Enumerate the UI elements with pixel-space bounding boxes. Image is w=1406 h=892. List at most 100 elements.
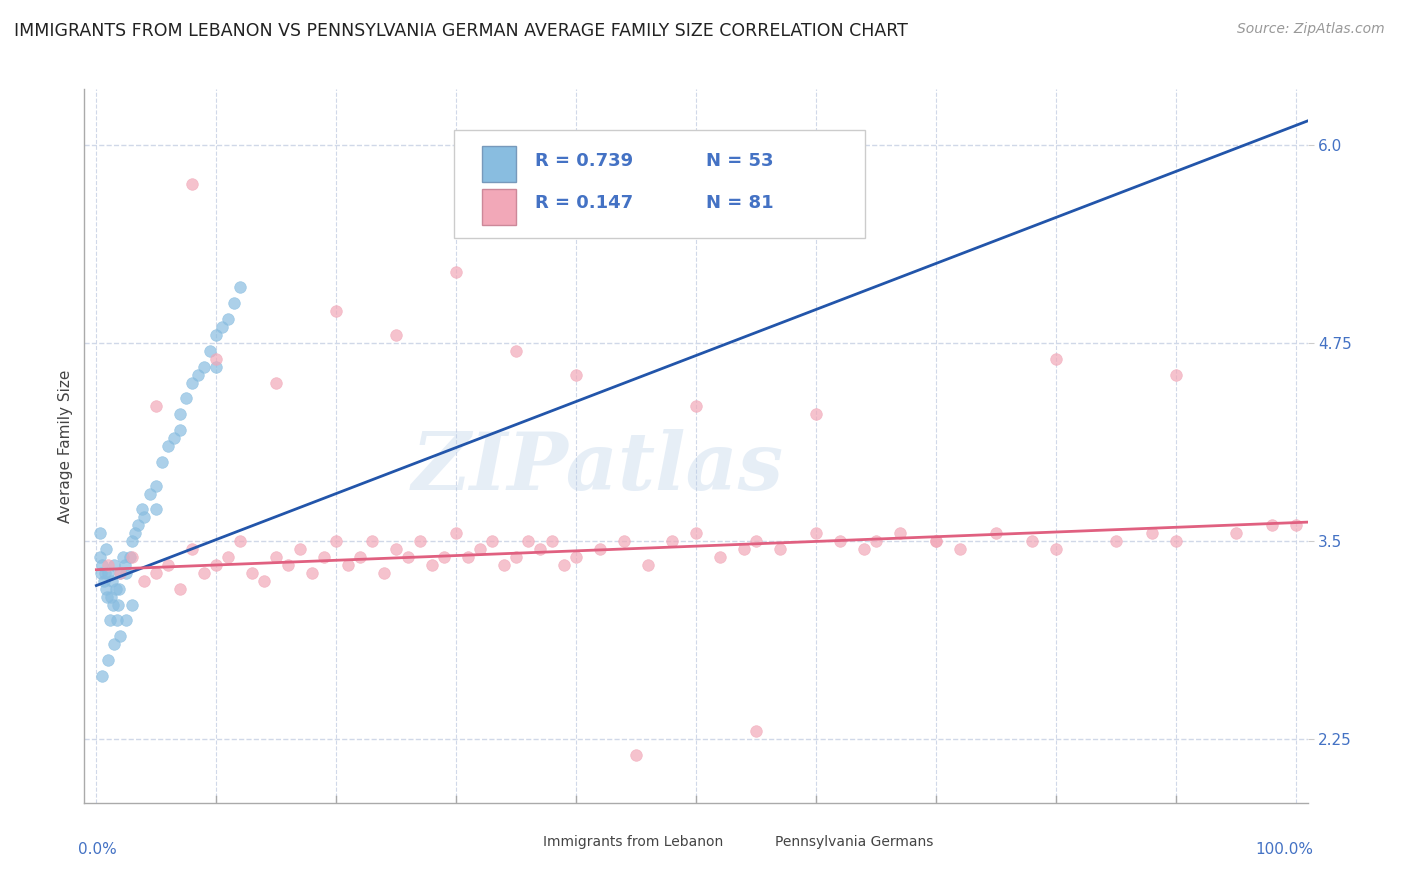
Point: [240, 566, 263, 580]
Point: [100, 590, 122, 604]
Point: [685, 526, 707, 541]
Point: [205, 359, 228, 374]
Point: [1164, 534, 1187, 549]
Point: [745, 724, 768, 739]
Point: [889, 526, 911, 541]
Point: [457, 549, 479, 564]
Point: [984, 526, 1007, 541]
Point: [769, 542, 792, 557]
Point: [481, 534, 503, 549]
Point: [145, 502, 167, 516]
Point: [373, 566, 395, 580]
Point: [94, 582, 117, 596]
Point: [433, 549, 456, 564]
Point: [93, 574, 115, 588]
Point: [409, 534, 432, 549]
Point: [637, 558, 659, 572]
Point: [205, 328, 228, 343]
Point: [301, 566, 323, 580]
Point: [444, 264, 467, 278]
Text: ZIPatlas: ZIPatlas: [412, 429, 785, 506]
Text: 100.0%: 100.0%: [1256, 842, 1313, 857]
Point: [624, 748, 647, 763]
Point: [97, 558, 120, 572]
Point: [150, 455, 173, 469]
FancyBboxPatch shape: [513, 831, 537, 849]
Point: [733, 542, 755, 557]
Text: Source: ZipAtlas.com: Source: ZipAtlas.com: [1237, 22, 1385, 37]
Point: [229, 534, 252, 549]
Point: [217, 312, 239, 326]
Point: [1140, 526, 1163, 541]
Point: [91, 669, 114, 683]
Text: R = 0.739: R = 0.739: [534, 152, 633, 169]
Point: [745, 534, 768, 549]
Point: [613, 534, 636, 549]
Point: [121, 598, 143, 612]
Point: [108, 582, 131, 596]
Point: [589, 542, 612, 557]
FancyBboxPatch shape: [482, 189, 516, 225]
Point: [115, 566, 138, 580]
Point: [101, 574, 124, 588]
Point: [349, 549, 371, 564]
Point: [181, 178, 204, 192]
Point: [97, 566, 120, 580]
Text: R = 0.147: R = 0.147: [534, 194, 633, 212]
Point: [205, 558, 228, 572]
Point: [124, 526, 146, 541]
Point: [157, 439, 180, 453]
Point: [145, 566, 167, 580]
Point: [118, 549, 141, 564]
Point: [169, 407, 191, 421]
Point: [444, 526, 467, 541]
Text: Immigrants from Lebanon: Immigrants from Lebanon: [543, 835, 723, 849]
Point: [111, 549, 134, 564]
Point: [541, 534, 564, 549]
Point: [115, 614, 138, 628]
Point: [94, 542, 117, 557]
Point: [217, 549, 239, 564]
Point: [385, 328, 408, 343]
Text: N = 81: N = 81: [706, 194, 773, 212]
Point: [121, 534, 143, 549]
Point: [96, 590, 118, 604]
Point: [205, 351, 228, 366]
Point: [97, 653, 120, 667]
Point: [105, 614, 128, 628]
Point: [101, 598, 124, 612]
Point: [420, 558, 443, 572]
Point: [253, 574, 276, 588]
Y-axis label: Average Family Size: Average Family Size: [58, 369, 73, 523]
Point: [277, 558, 299, 572]
Point: [325, 304, 347, 318]
Point: [325, 534, 347, 549]
Point: [385, 542, 408, 557]
Point: [1164, 368, 1187, 382]
FancyBboxPatch shape: [482, 146, 516, 182]
Point: [193, 566, 215, 580]
Point: [139, 486, 162, 500]
Point: [169, 423, 191, 437]
Point: [361, 534, 384, 549]
Point: [828, 534, 851, 549]
Point: [163, 431, 186, 445]
Point: [89, 549, 111, 564]
FancyBboxPatch shape: [454, 130, 865, 237]
Point: [224, 296, 246, 310]
Point: [91, 558, 114, 572]
Point: [134, 510, 156, 524]
Point: [1045, 542, 1067, 557]
Point: [529, 542, 551, 557]
Point: [949, 542, 972, 557]
Point: [804, 526, 827, 541]
Point: [565, 549, 588, 564]
Point: [1105, 534, 1128, 549]
Point: [200, 343, 222, 358]
Point: [157, 558, 180, 572]
Point: [925, 534, 948, 549]
Point: [517, 534, 540, 549]
Point: [103, 558, 125, 572]
Point: [187, 368, 209, 382]
Point: [145, 478, 167, 492]
